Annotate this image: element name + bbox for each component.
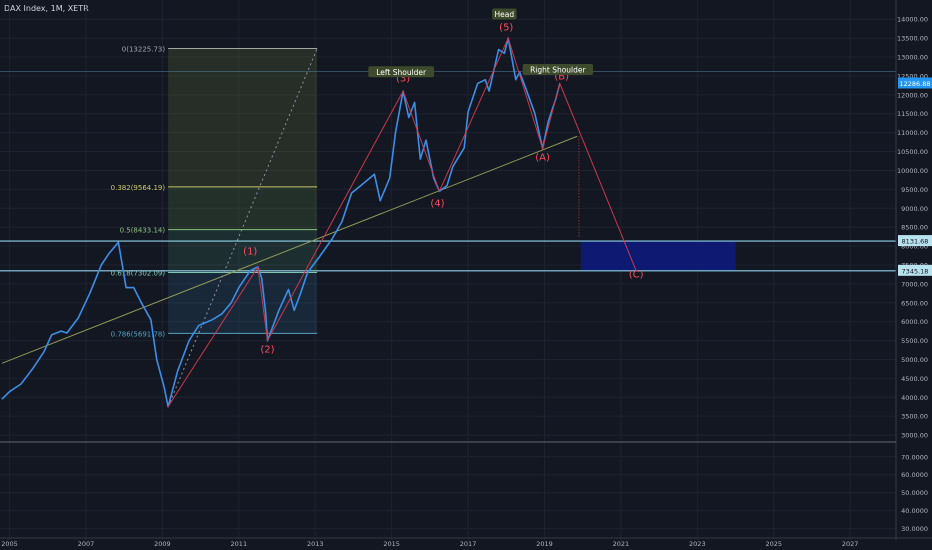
price-tick-label: 6000.00 <box>901 318 928 326</box>
fib-zone <box>168 48 318 187</box>
price-line <box>1 37 561 408</box>
fib-level-label: 0.786(5691.78) <box>111 330 166 338</box>
lower-tick-label: 30.0000 <box>901 525 928 533</box>
price-tick-label: 11000.00 <box>897 129 928 137</box>
lower-tick-label: 60.0000 <box>901 471 928 479</box>
price-tick-label: 4500.00 <box>901 375 928 383</box>
time-tick-label: 2009 <box>154 540 171 548</box>
time-tick-label: 2005 <box>1 540 18 548</box>
price-tick-label: 5500.00 <box>901 337 928 345</box>
wave-label: (4) <box>430 199 444 210</box>
time-tick-label: 2013 <box>307 540 324 548</box>
pattern-label: Head <box>495 10 515 19</box>
wave-label: (B) <box>554 72 569 83</box>
fib-level-label: 0.382(9564.19) <box>111 184 166 192</box>
price-tick-label: 6500.00 <box>901 299 928 307</box>
wave-label: (A) <box>535 153 550 164</box>
time-tick-label: 2011 <box>231 540 248 548</box>
target-box <box>580 241 736 271</box>
lower-tick-label: 40.0000 <box>901 507 928 515</box>
neckline-trendline <box>1 135 578 364</box>
price-tick-label: 3500.00 <box>901 413 928 421</box>
pattern-label-box <box>492 8 517 20</box>
time-tick-label: 2027 <box>842 540 859 548</box>
wave-label: (5) <box>499 23 513 34</box>
price-tick-label: 9000.00 <box>901 205 928 213</box>
level-price-tag-label: 7345.18 <box>902 267 929 275</box>
current-price-tag <box>898 77 932 89</box>
price-tick-label: 9500.00 <box>901 186 928 194</box>
level-price-tag <box>898 235 932 247</box>
time-tick-label: 2017 <box>460 540 477 548</box>
fib-level-label: 0(13225.73) <box>122 46 166 54</box>
wave-label: (C) <box>629 269 644 280</box>
price-tick-label: 8000.00 <box>901 243 928 251</box>
price-tick-label: 11500.00 <box>897 110 928 118</box>
current-price-tag-label: 12286.88 <box>899 80 930 88</box>
wave-label: (3) <box>396 74 410 85</box>
price-tick-label: 12500.00 <box>897 72 928 80</box>
price-tick-label: 10000.00 <box>897 167 928 175</box>
pattern-label: Right Shoulder <box>530 66 586 75</box>
time-tick-label: 2015 <box>383 540 400 548</box>
time-tick-label: 2007 <box>78 540 95 548</box>
time-tick-label: 2025 <box>765 540 782 548</box>
chart-title: DAX Index, 1M, XETR <box>4 4 89 13</box>
price-tick-label: 5000.00 <box>901 356 928 364</box>
wave-label: (1) <box>243 246 257 257</box>
price-tick-label: 14000.00 <box>897 16 928 24</box>
level-price-tag-label: 8131.68 <box>902 238 929 246</box>
pattern-label: Left Shoulder <box>376 68 427 77</box>
time-tick-label: 2023 <box>689 540 706 548</box>
level-price-tag <box>898 264 932 276</box>
time-tick-label: 2019 <box>536 540 553 548</box>
price-tick-label: 13500.00 <box>897 35 928 43</box>
price-tick-label: 13000.00 <box>897 54 928 62</box>
time-tick-label: 2021 <box>613 540 630 548</box>
price-tick-label: 8500.00 <box>901 224 928 232</box>
elliott-wave-path <box>167 36 637 407</box>
pattern-label-box <box>368 66 435 78</box>
fib-zone <box>168 186 318 230</box>
fib-level-label: 0.618(7302.09) <box>111 269 166 277</box>
price-tick-label: 10500.00 <box>897 148 928 156</box>
lower-tick-label: 70.0000 <box>901 453 928 461</box>
fib-zone <box>168 229 318 273</box>
price-tick-label: 3000.00 <box>901 432 928 440</box>
price-tick-label: 4000.00 <box>901 394 928 402</box>
pattern-label-box <box>522 64 594 76</box>
lower-tick-label: 50.0000 <box>901 489 928 497</box>
wave-label: (2) <box>260 345 274 356</box>
price-tick-label: 12000.00 <box>897 91 928 99</box>
fib-level-label: 0.5(8433.14) <box>120 227 166 235</box>
price-tick-label: 7000.00 <box>901 280 928 288</box>
